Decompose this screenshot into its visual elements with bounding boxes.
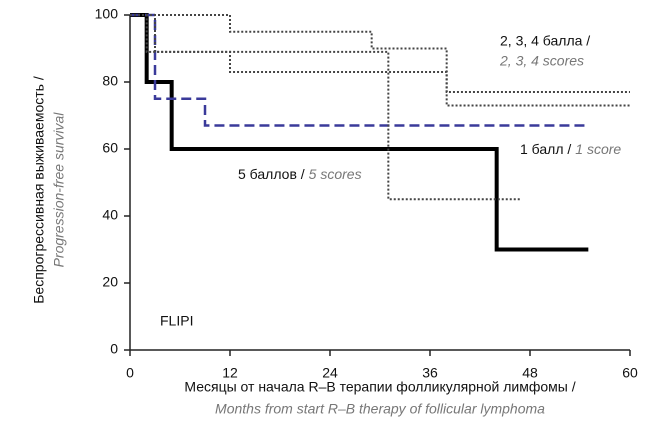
annotation: 2, 3, 4 балла / (500, 33, 590, 49)
x-tick-label: 0 (126, 365, 134, 381)
y-tick-label: 40 (102, 207, 118, 223)
x-axis-title: Months from start R–B therapy of follicu… (215, 401, 545, 417)
y-axis-title: Беспрогрессивная выживаемость / Progressi… (31, 76, 67, 304)
annotation-ru: 1 балл / (520, 141, 571, 157)
x-tick-label: 48 (522, 365, 538, 381)
annotation: 2, 3, 4 scores (499, 53, 584, 69)
y-tick-label: 60 (102, 140, 118, 156)
y-axis-title: Progression-free survival (51, 112, 67, 268)
survival-curve (130, 13, 589, 252)
y-tick-label: 80 (102, 73, 118, 89)
survival-curve (130, 14, 522, 201)
x-tick-label: 24 (322, 365, 338, 381)
x-tick-label: 36 (422, 365, 438, 381)
y-tick-label: 100 (95, 6, 119, 22)
y-tick-label: 20 (102, 274, 118, 290)
x-tick-label: 60 (622, 365, 638, 381)
annotation-ru: 5 баллов / (238, 166, 305, 182)
annotation-en: 5 scores (309, 166, 362, 182)
annotation: 1 балл /1 score (520, 141, 621, 157)
x-axis-title: Месяцы от начала R–B терапии фолликулярн… (184, 379, 575, 395)
survival-curve (130, 14, 630, 107)
y-tick-label: 0 (110, 341, 118, 357)
y-axis-title: Беспрогрессивная выживаемость / (31, 76, 47, 304)
x-tick-label: 12 (222, 365, 238, 381)
annotation: FLIPI (160, 313, 193, 329)
annotation-en: 1 score (575, 141, 621, 157)
annotation: 5 баллов /5 scores (238, 166, 362, 182)
